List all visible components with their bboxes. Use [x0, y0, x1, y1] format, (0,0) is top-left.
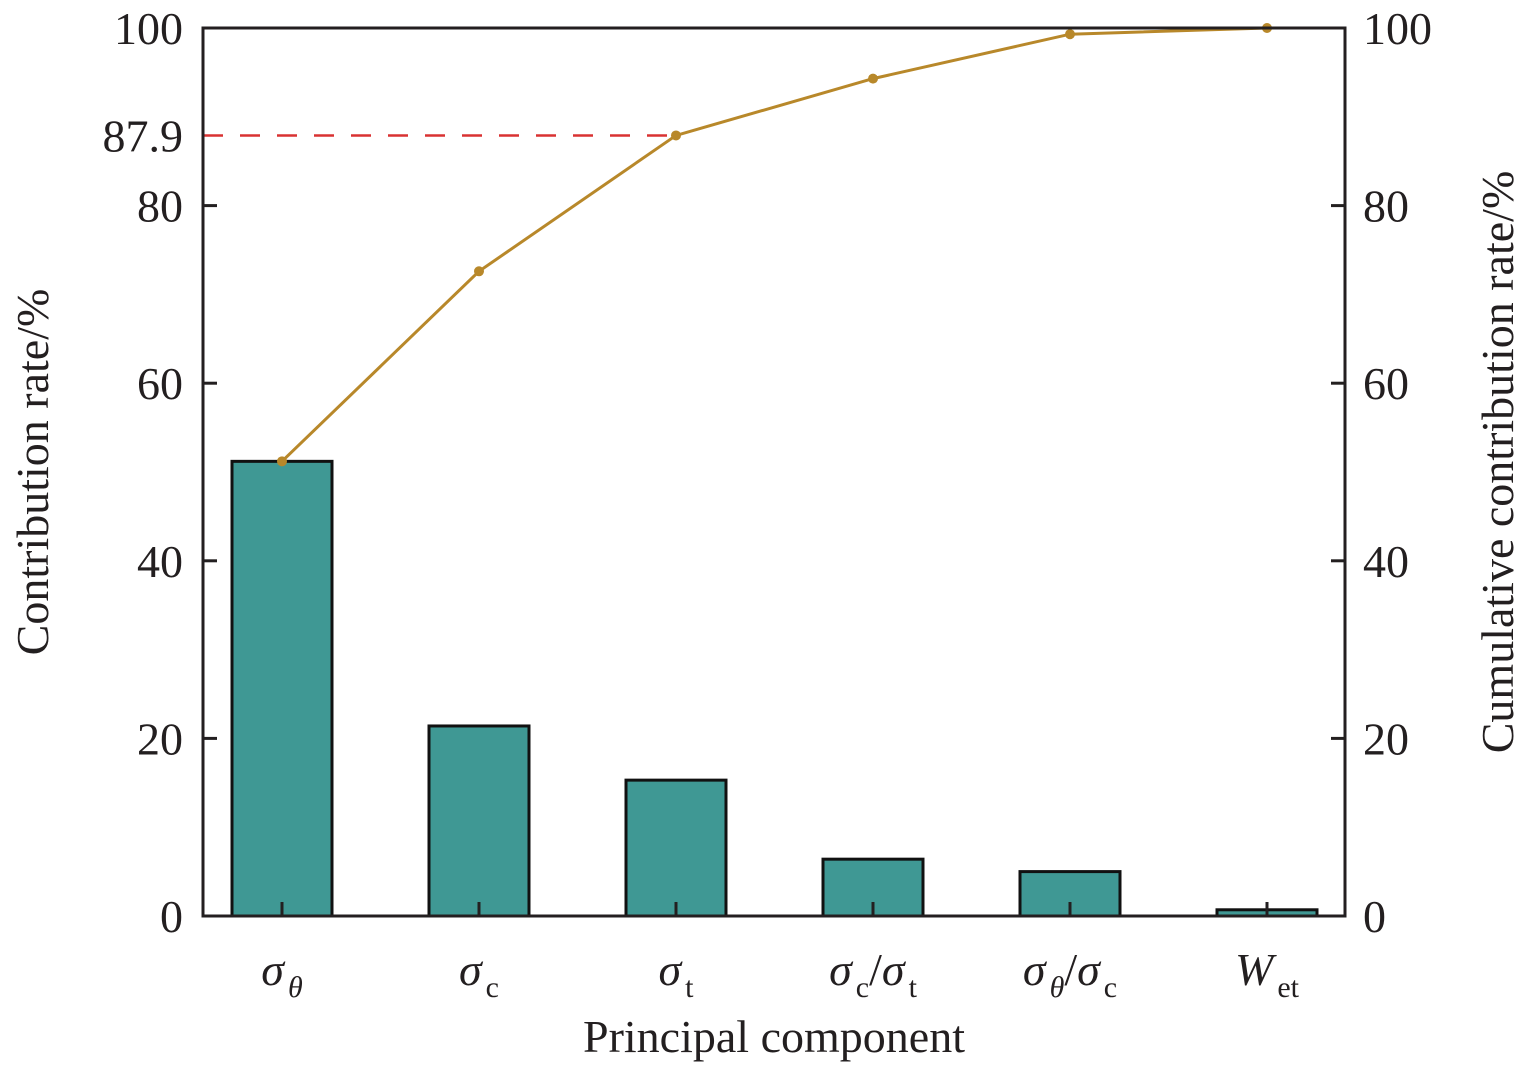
plot-frame: [201, 26, 1347, 918]
x-tick-label-part: σ: [459, 944, 484, 995]
x-tick-label-part: t: [685, 971, 694, 1004]
x-tick-label-part: c: [486, 971, 499, 1004]
y2-tick-label: 20: [1363, 713, 1409, 764]
x-tick-label-part: /: [869, 944, 882, 995]
y-tick-label: 100: [114, 3, 183, 54]
x-tick-label-part: σ: [1077, 944, 1102, 995]
x-tick-label-part: θ: [1050, 971, 1065, 1004]
cumulative-point-0: [277, 456, 287, 467]
x-tick-label-part: c: [1104, 971, 1117, 1004]
x-tick-label-part: W: [1235, 944, 1277, 995]
cumulative-line-series: [277, 23, 1272, 467]
y-tick-label: 40: [137, 536, 183, 587]
bar-1: [427, 724, 531, 918]
bar-series: [230, 459, 1319, 918]
y-tick-label: 20: [137, 713, 183, 764]
axis-ticks: 0 20 40 60 80 87.9 100 0 20 40 60 80 100: [103, 3, 1433, 942]
y2-tick-label: 60: [1363, 358, 1409, 409]
y-tick-label: 0: [160, 891, 183, 942]
cumulative-point-4: [1065, 29, 1075, 40]
y2-tick-label: 40: [1363, 536, 1409, 587]
x-tick-label-part: /: [1064, 944, 1077, 995]
x-tick-label-part: σ: [261, 944, 286, 995]
x-tick-label-part: σ: [882, 944, 907, 995]
cumulative-line: [280, 26, 1268, 463]
cumulative-point-2: [671, 130, 681, 141]
x-tick-label: σ θ/σ c: [1023, 944, 1117, 1004]
x-tick-label-part: θ: [288, 971, 303, 1004]
y2-tick-label: 80: [1363, 181, 1409, 232]
cumulative-point-1: [474, 266, 484, 277]
bar-0: [230, 459, 334, 918]
y2-tick-label: 100: [1363, 3, 1432, 54]
x-tick-label-part: σ: [658, 944, 683, 995]
x-tick-label-part: σ: [1023, 944, 1048, 995]
y2-axis-label: Cumulative contribution rate/%: [1472, 171, 1523, 754]
y-tick-label: 87.9: [103, 110, 184, 161]
x-tick-label-part: σ: [829, 944, 854, 995]
x-tick-label: σ c/σ t: [829, 944, 917, 1004]
y-tick-label: 80: [137, 181, 183, 232]
y2-tick-label: 0: [1363, 891, 1386, 942]
x-axis-label: Principal component: [583, 1011, 965, 1062]
y-tick-label: 60: [137, 358, 183, 409]
bar-2: [624, 778, 728, 918]
y-axis-label: Contribution rate/%: [7, 289, 58, 656]
x-tick-label-part: c: [856, 971, 869, 1004]
x-tick-label-part: t: [909, 971, 918, 1004]
x-tick-label-part: et: [1277, 971, 1299, 1004]
cumulative-point-3: [868, 73, 878, 84]
